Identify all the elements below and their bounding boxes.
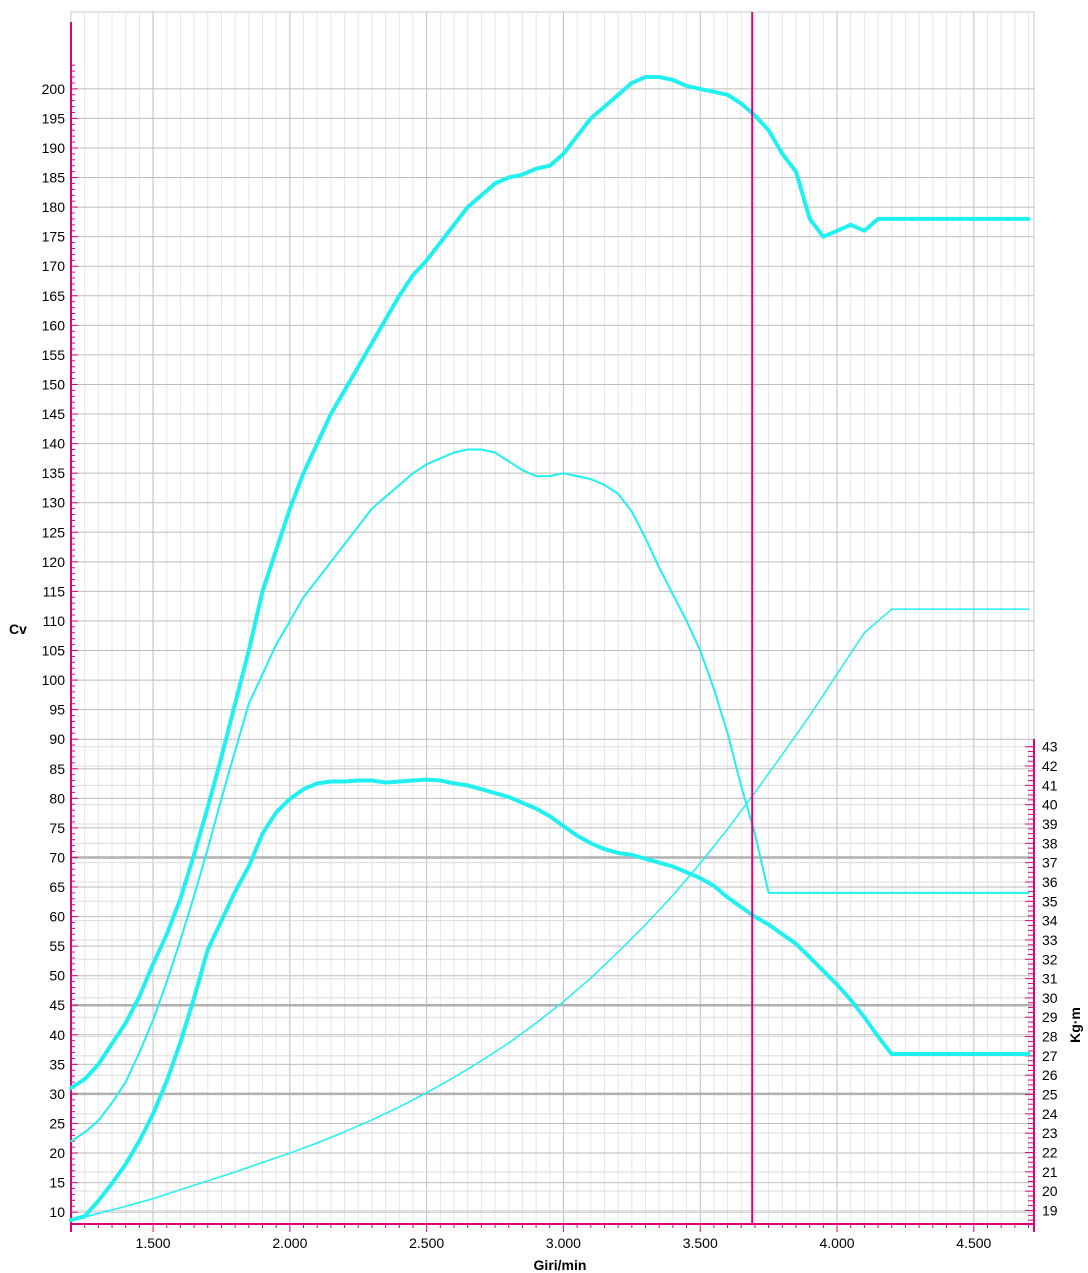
y-left-tick-label: 125 (42, 524, 66, 540)
y-left-tick-label: 40 (49, 1027, 65, 1043)
y-right-tick-label: 35 (1042, 893, 1058, 909)
y-left-tick-label: 75 (49, 820, 65, 836)
y-left-tick-label: 135 (42, 465, 66, 481)
y-left-tick-label: 105 (42, 643, 66, 659)
y-left-tick-label: 55 (49, 938, 65, 954)
y-left-tick-label: 15 (49, 1175, 65, 1191)
x-axis-title: Giri/min (534, 1257, 587, 1273)
y-right-tick-label: 32 (1042, 951, 1058, 967)
y-right-tick-label: 43 (1042, 739, 1058, 755)
y-left-tick-label: 130 (42, 495, 66, 511)
axes (70, 22, 1035, 1232)
y-left-tick-label: 175 (42, 229, 66, 245)
y-left-tick-label: 70 (49, 849, 65, 865)
series-line-2 (70, 448, 1030, 1143)
y-left-tick-label: 180 (42, 199, 66, 215)
y-left-tick-label: 25 (49, 1115, 65, 1131)
y-right-tick-label: 20 (1042, 1183, 1058, 1199)
series-line-4 (70, 608, 1030, 1222)
y-left-tick-label: 165 (42, 288, 66, 304)
y-left-tick-label: 30 (49, 1086, 65, 1102)
y-left-tick-label: 65 (49, 879, 65, 895)
series-lines (69, 75, 1031, 1223)
y-left-tick-label: 35 (49, 1056, 65, 1072)
y-left-tick-label: 95 (49, 702, 65, 718)
y-left-tick-label: 10 (49, 1204, 65, 1220)
y-left-tick-label: 160 (42, 317, 66, 333)
plot-frame (70, 11, 1035, 1225)
y-left-tick-label: 120 (42, 554, 66, 570)
x-tick-label: 3.000 (546, 1235, 581, 1251)
y-left-tick-label: 80 (49, 790, 65, 806)
y-left-tick-label: 140 (42, 436, 66, 452)
y-left-tick-label: 50 (49, 968, 65, 984)
y-left-tick-label: 185 (42, 170, 66, 186)
y-left-tick-label: 90 (49, 731, 65, 747)
y-left-tick-label: 145 (42, 406, 66, 422)
y-right-tick-label: 33 (1042, 932, 1058, 948)
y-left-tick-label: 115 (43, 583, 66, 599)
y-right-tick-label: 38 (1042, 835, 1058, 851)
y-left-tick-label: 110 (43, 613, 66, 629)
y-right-tick-label: 24 (1042, 1106, 1058, 1122)
y-right-tick-label: 37 (1042, 855, 1058, 871)
y-right-tick-label: 39 (1042, 816, 1058, 832)
y-right-tick-label: 28 (1042, 1029, 1058, 1045)
x-tick-label: 1.500 (136, 1235, 171, 1251)
y-left-tick-label: 200 (42, 81, 66, 97)
y-axis-right-title: Kg·m (1067, 1007, 1083, 1043)
y-left-tick-label: 150 (42, 376, 66, 392)
y-left-tick-label: 85 (49, 761, 65, 777)
x-tick-label: 4.500 (956, 1235, 991, 1251)
y-left-tick-label: 190 (42, 140, 66, 156)
y-right-tick-label: 25 (1042, 1087, 1058, 1103)
x-tick-label: 4.000 (819, 1235, 854, 1251)
x-tick-label: 3.500 (683, 1235, 718, 1251)
y-left-tick-label: 45 (49, 997, 65, 1013)
y-left-tick-label: 155 (42, 347, 66, 363)
y-left-tick-label: 170 (42, 258, 66, 274)
x-tick-label: 2.000 (272, 1235, 307, 1251)
series-line-1 (69, 75, 1031, 1090)
y-right-tick-label: 40 (1042, 797, 1058, 813)
y-right-tick-label: 41 (1042, 777, 1058, 793)
y-right-tick-label: 29 (1042, 1009, 1058, 1025)
y-axis-left-title: Cv (9, 621, 27, 637)
y-left-tick-label: 20 (49, 1145, 65, 1161)
y-right-tick-label: 42 (1042, 758, 1058, 774)
y-right-tick-label: 30 (1042, 990, 1058, 1006)
grid (70, 11, 1035, 1225)
y-right-tick-label: 21 (1042, 1164, 1058, 1180)
y-right-tick-label: 31 (1042, 971, 1058, 987)
y-right-tick-label: 36 (1042, 874, 1058, 890)
y-left-tick-label: 195 (42, 110, 66, 126)
y-right-tick-label: 26 (1042, 1067, 1058, 1083)
y-right-tick-label: 34 (1042, 913, 1058, 929)
series-line-3 (69, 777, 1031, 1223)
y-left-tick-label: 60 (49, 909, 65, 925)
y-right-tick-label: 23 (1042, 1125, 1058, 1141)
y-right-tick-label: 22 (1042, 1145, 1058, 1161)
x-tick-label: 2.500 (409, 1235, 444, 1251)
y-left-tick-label: 100 (42, 672, 66, 688)
tick-labels: 10 15 20 25 30 35 40 45 50 55 60 65 70 75 80 85 90 95 100 1… (42, 81, 1058, 1251)
y-right-tick-label: 19 (1042, 1202, 1058, 1218)
y-right-tick-label: 27 (1042, 1048, 1058, 1064)
